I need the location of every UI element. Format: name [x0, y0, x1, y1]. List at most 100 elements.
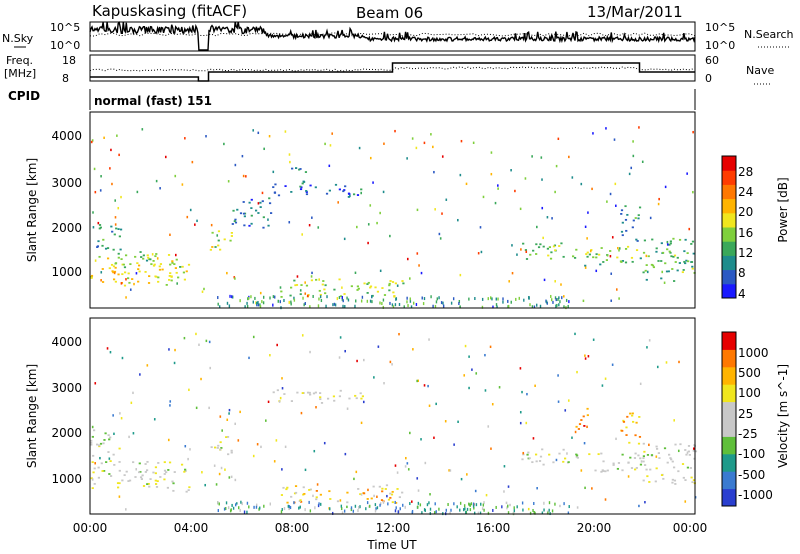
- scatter-cell: [666, 248, 669, 251]
- scatter-cell: [303, 303, 305, 307]
- scatter-cell: [356, 359, 358, 363]
- scatter-cell: [583, 441, 586, 445]
- scatter-cell: [645, 468, 648, 471]
- scatter-cell: [548, 501, 551, 505]
- colorbar-swatch: [722, 349, 736, 368]
- scatter-cell: [184, 468, 187, 471]
- scatter-cell: [595, 253, 598, 256]
- scatter-cell: [331, 132, 334, 135]
- scatter-cell: [632, 420, 635, 423]
- scatter-cell: [555, 298, 557, 302]
- time-xticks: 00:00 04:00 08:00 12:00 16:00 20:00 00:0…: [73, 521, 708, 535]
- scatter-cell: [177, 276, 180, 279]
- nave-tick-low: 0: [705, 72, 712, 85]
- scatter-cell: [145, 259, 149, 262]
- scatter-cell: [92, 471, 95, 474]
- scatter-cell: [114, 199, 117, 202]
- scatter-cell: [270, 212, 273, 214]
- cpid-label: CPID: [8, 89, 40, 103]
- scatter-cell: [445, 198, 448, 201]
- scatter-cell: [550, 294, 552, 298]
- scatter-cell: [589, 249, 592, 253]
- scatter-cell: [655, 247, 658, 250]
- scatter-cell: [661, 251, 665, 254]
- scatter-cell: [409, 431, 411, 435]
- scatter-cell: [591, 487, 593, 490]
- scatter-cell: [339, 499, 342, 502]
- scatter-cell: [477, 252, 480, 255]
- scatter-cell: [201, 290, 204, 293]
- scatter-cell: [655, 455, 658, 458]
- scatter-cell: [614, 182, 617, 186]
- scatter-cell: [639, 257, 642, 260]
- scatter-cell: [236, 208, 239, 211]
- scatter-cell: [182, 271, 186, 274]
- scatter-cell: [323, 288, 326, 291]
- scatter-cell: [320, 402, 324, 404]
- scatter-cell: [490, 172, 493, 176]
- scatter-cell: [219, 305, 221, 309]
- scatter-cell: [152, 264, 156, 267]
- scatter-cell: [343, 237, 346, 241]
- scatter-cell: [515, 297, 517, 301]
- scatter-cell: [369, 204, 372, 207]
- scatter-cell: [103, 470, 106, 472]
- scatter-cell: [480, 502, 482, 506]
- scatter-cell: [188, 486, 191, 489]
- scatter-cell: [245, 175, 247, 178]
- scatter-cell: [466, 473, 468, 476]
- scatter-cell: [665, 361, 668, 364]
- scatter-cell: [692, 447, 695, 450]
- scatter-cell: [406, 300, 408, 304]
- scatter-cell: [112, 414, 114, 417]
- scatter-cell: [174, 348, 176, 352]
- scatter-cell: [575, 454, 579, 457]
- scatter-cell: [525, 250, 528, 253]
- scatter-cell: [459, 173, 462, 177]
- scatter-cell: [405, 456, 407, 460]
- scatter-cell: [185, 490, 188, 493]
- scatter-cell: [281, 508, 283, 512]
- scatter-cell: [624, 218, 628, 221]
- scatter-cell: [389, 360, 392, 364]
- scatter-cell: [383, 142, 385, 145]
- scatter-cell: [228, 408, 231, 412]
- scatter-cell: [532, 508, 534, 512]
- scatter-cell: [539, 455, 543, 458]
- scatter-cell: [541, 511, 544, 515]
- scatter-cell: [637, 442, 641, 445]
- scatter-cell: [670, 255, 673, 258]
- scatter-cell: [175, 258, 178, 261]
- scatter-cell: [114, 216, 117, 219]
- scatter-cell: [668, 250, 671, 253]
- scatter-cell: [137, 280, 140, 283]
- scatter-cell: [191, 160, 194, 164]
- scatter-cell: [584, 354, 586, 357]
- scatter-cell: [568, 300, 570, 304]
- scatter-cell: [308, 224, 311, 227]
- scatter-cell: [630, 256, 634, 259]
- scatter-cell: [645, 264, 648, 267]
- scatter-cell: [615, 204, 617, 207]
- scatter-cell: [692, 252, 695, 255]
- scatter-cell: [309, 305, 311, 309]
- scatter-cell: [113, 271, 116, 275]
- scatter-cell: [682, 269, 685, 271]
- scatter-cell: [97, 466, 100, 469]
- scatter-cell: [138, 462, 141, 465]
- scatter-cell: [406, 296, 408, 300]
- scatter-cell: [655, 250, 658, 253]
- scatter-cell: [628, 441, 631, 444]
- scatter-cell: [288, 153, 291, 156]
- scatter-cell: [274, 295, 276, 299]
- scatter-cell: [555, 164, 558, 168]
- scatter-cell: [629, 456, 632, 459]
- scatter-cell: [529, 253, 532, 256]
- scatter-cell: [621, 429, 624, 432]
- scatter-cell: [383, 294, 387, 296]
- power-cb-20: 20: [738, 205, 753, 219]
- scatter-cell: [338, 188, 341, 191]
- scatter-cell: [118, 482, 121, 485]
- scatter-cell: [319, 295, 322, 299]
- scatter-cell: [376, 506, 379, 510]
